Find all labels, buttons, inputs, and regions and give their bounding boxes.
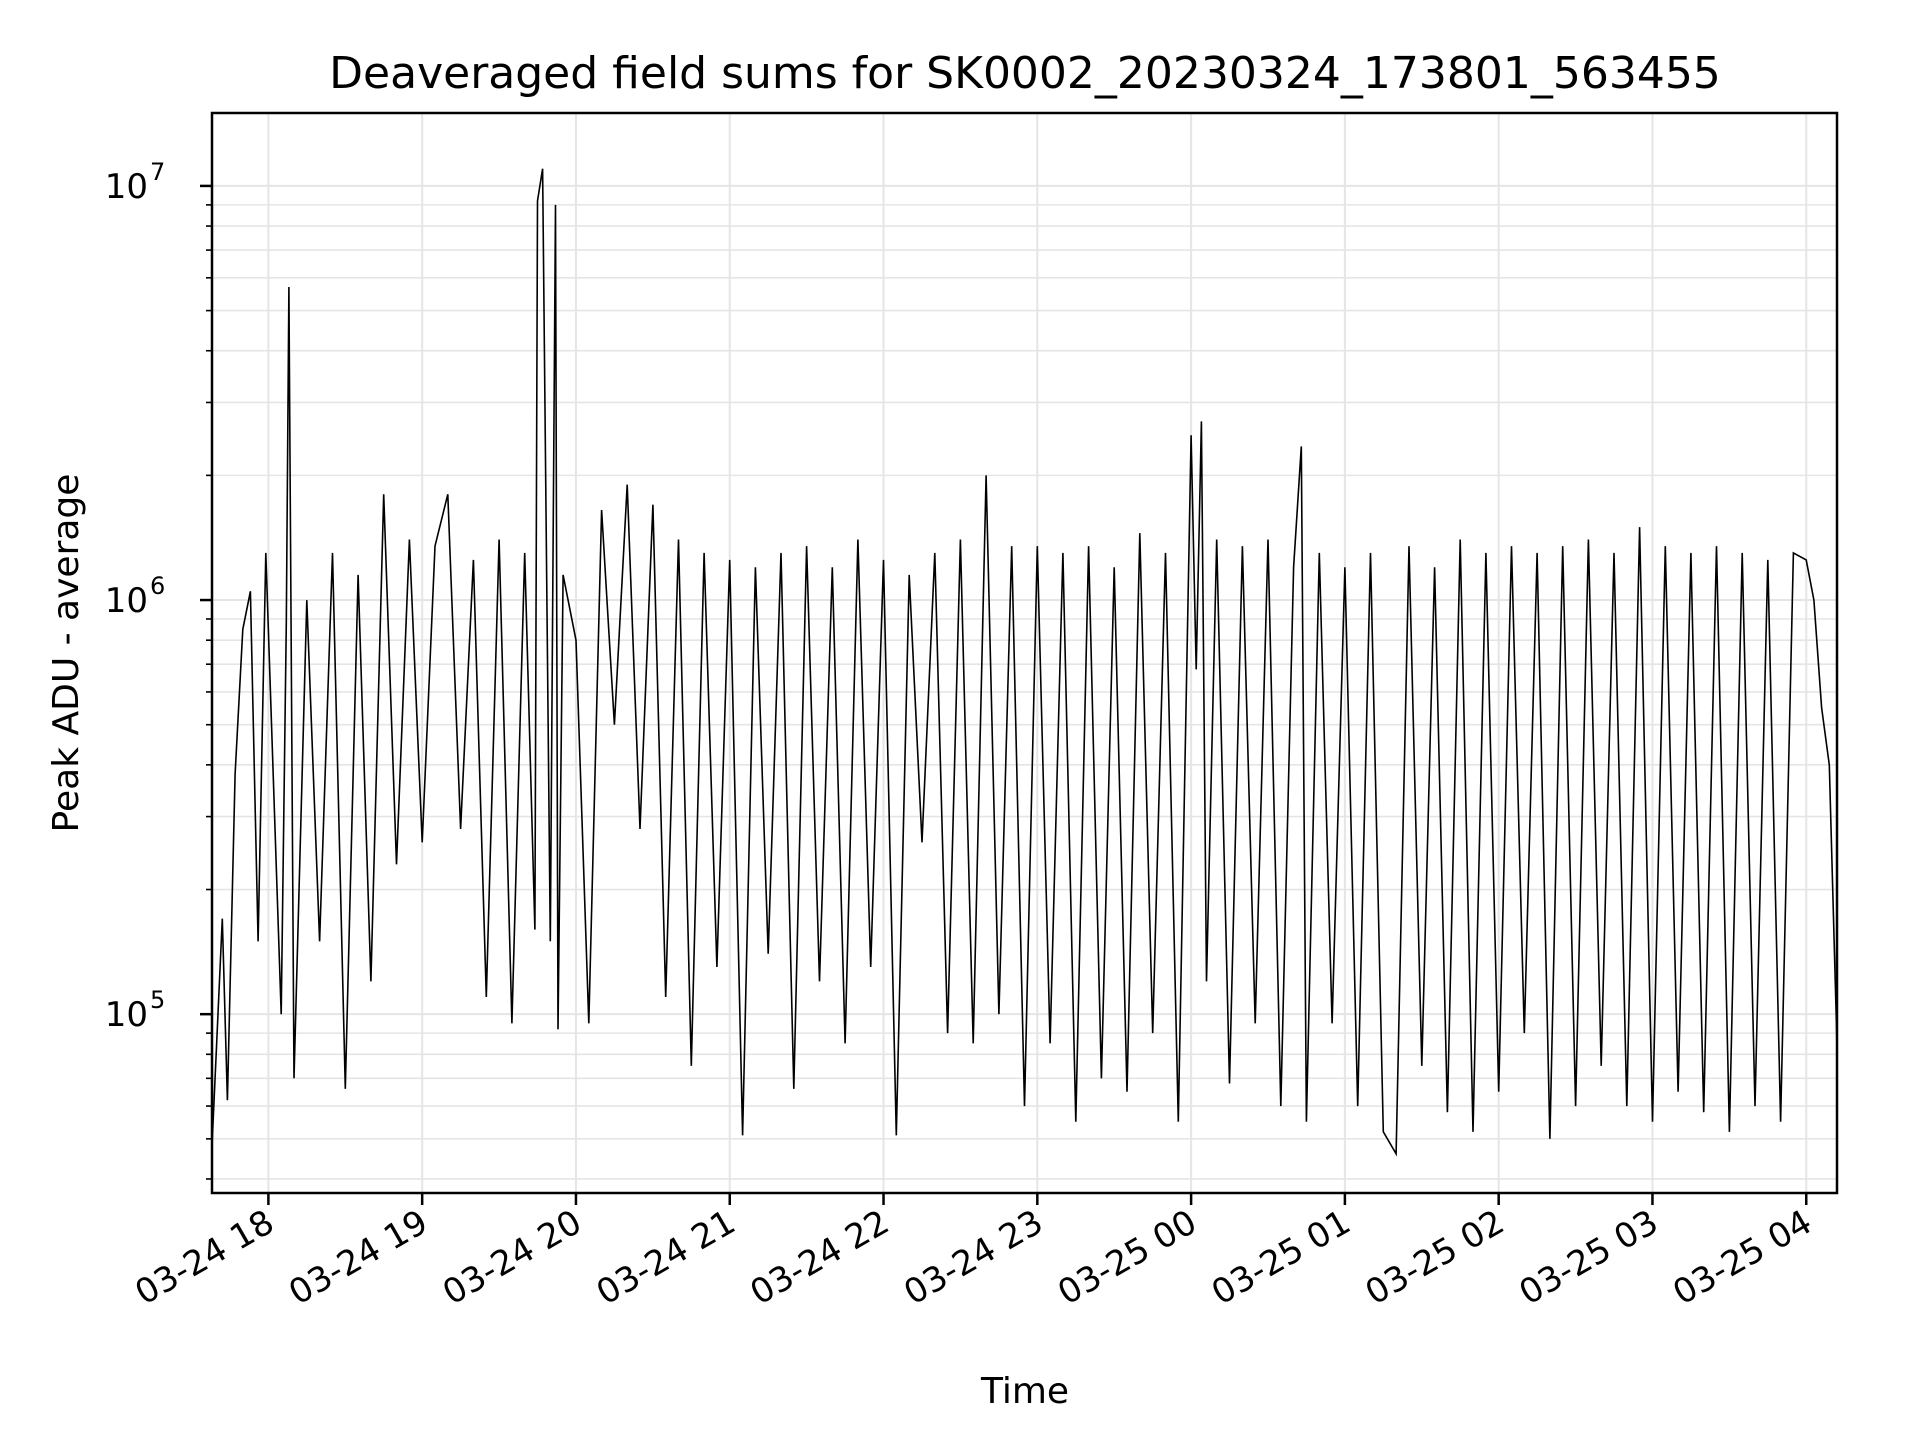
y-tick-label: 10	[105, 581, 148, 621]
series-layer	[211, 168, 1838, 1157]
y-tick-exponent: 7	[150, 158, 165, 186]
chart-title: Deaveraged field sums for SK0002_2023032…	[329, 48, 1721, 99]
series-line	[211, 168, 1838, 1157]
y-tick-label: 10	[105, 995, 148, 1035]
y-tick-exponent: 6	[150, 572, 165, 600]
y-tick-exponent: 5	[150, 986, 165, 1014]
plot-frame	[210, 111, 1839, 1195]
x-axis-label: Time	[980, 1371, 1069, 1412]
y-axis-label: Peak ADU - average	[46, 474, 87, 833]
y-tick-label: 10	[105, 167, 148, 207]
